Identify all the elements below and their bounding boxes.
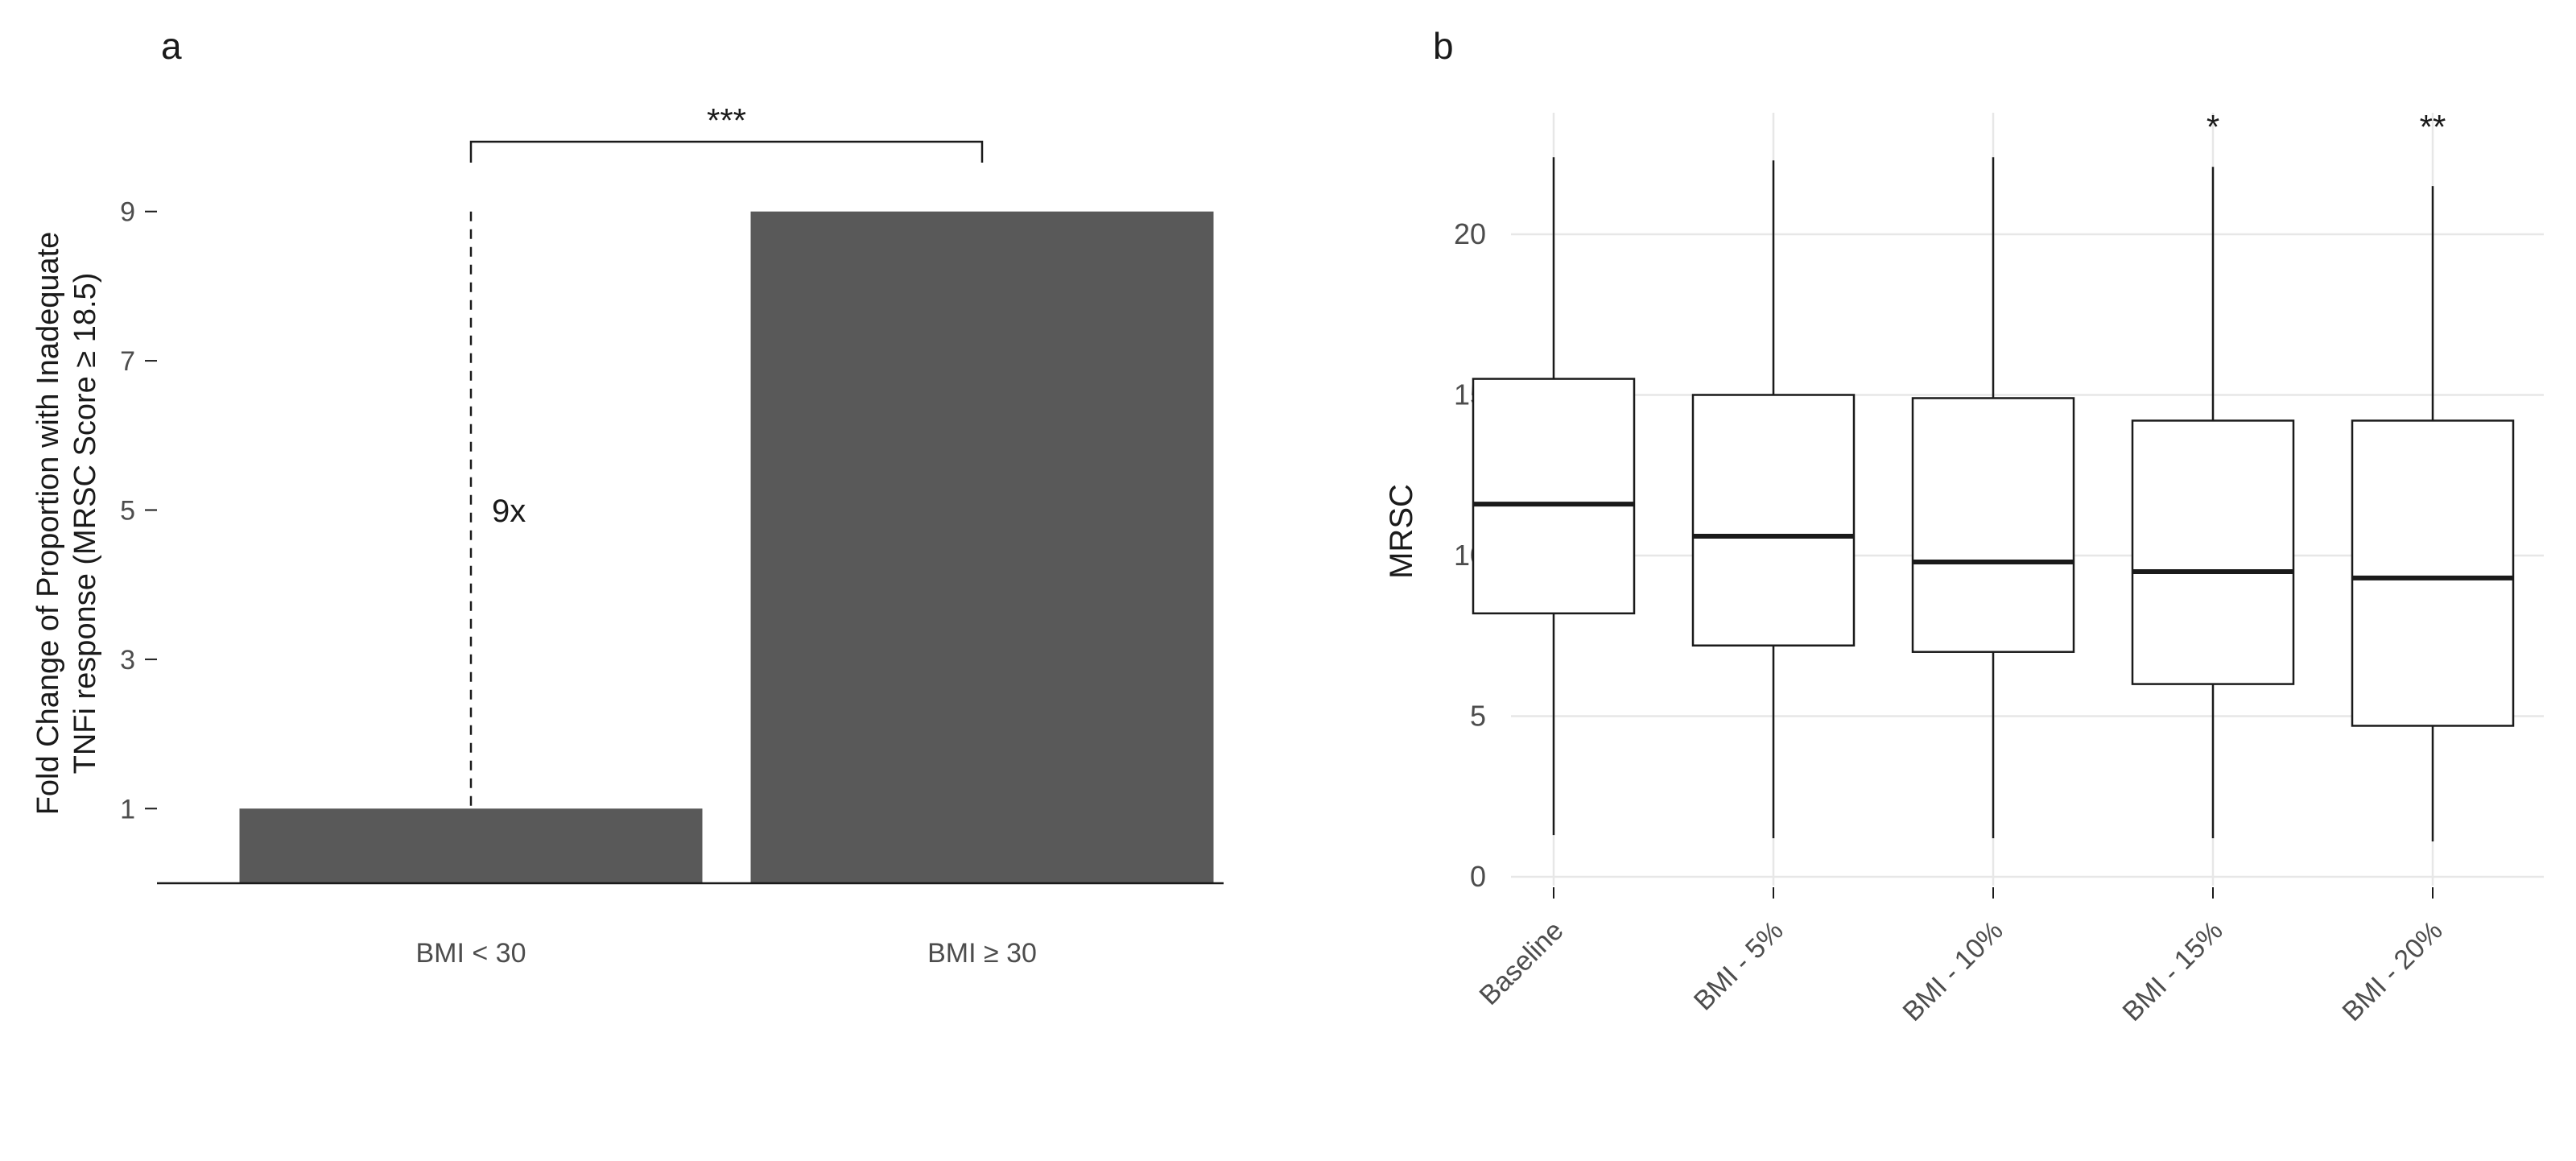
bar [750,211,1214,883]
panel-a: a Fold Change of Proportion with Inadequ… [31,25,1224,969]
box [1911,397,2075,653]
x-axis-label: BMI - 5% [1688,915,1790,1017]
significance-stars: ** [2420,108,2446,146]
fold-change-label: 9x [492,494,526,529]
x-axis-label: BMI - 10% [1897,915,2009,1027]
y-tick-label: 1 [120,794,135,824]
box [1691,394,1856,647]
box [2131,419,2295,685]
y-tick-label: 5 [1470,700,1486,733]
box [2351,419,2515,727]
y-tick-label: 9 [120,197,135,228]
x-axis-label: BMI - 15% [2117,915,2229,1027]
x-axis-label: BMI < 30 [415,938,526,969]
y-tick-label: 7 [120,346,135,377]
significance-stars: *** [707,101,746,139]
y-tick-label: 20 [1454,217,1486,250]
significance-stars: * [2207,108,2219,146]
x-axis-label: BMI - 20% [2337,915,2449,1027]
box [1472,378,1636,615]
panel-a-label: a [161,25,182,67]
significance-bracket [469,140,984,163]
y-axis-title-line1: Fold Change of Proportion with Inadequat… [31,232,65,816]
panel-b-label: b [1433,25,1454,67]
y-tick-label: 5 [120,496,135,527]
x-axis-label: BMI ≥ 30 [927,938,1037,969]
x-axis-label: Baseline [1474,915,1570,1011]
y-axis-title-line2: TNFi response (MRSC Score ≥ 18.5) [68,273,102,775]
y-tick-label: 3 [120,645,135,676]
y-tick-label: 0 [1470,860,1486,893]
y-axis-title: MRSC [1384,484,1419,579]
bar [239,808,703,883]
panel-a-chart: Fold Change of Proportion with Inadequat… [31,101,1224,969]
panel-b: b 0 5 10 15 20 MRSC Baseline BMI - 5% BMI - 10% *… [1320,0,2576,1161]
